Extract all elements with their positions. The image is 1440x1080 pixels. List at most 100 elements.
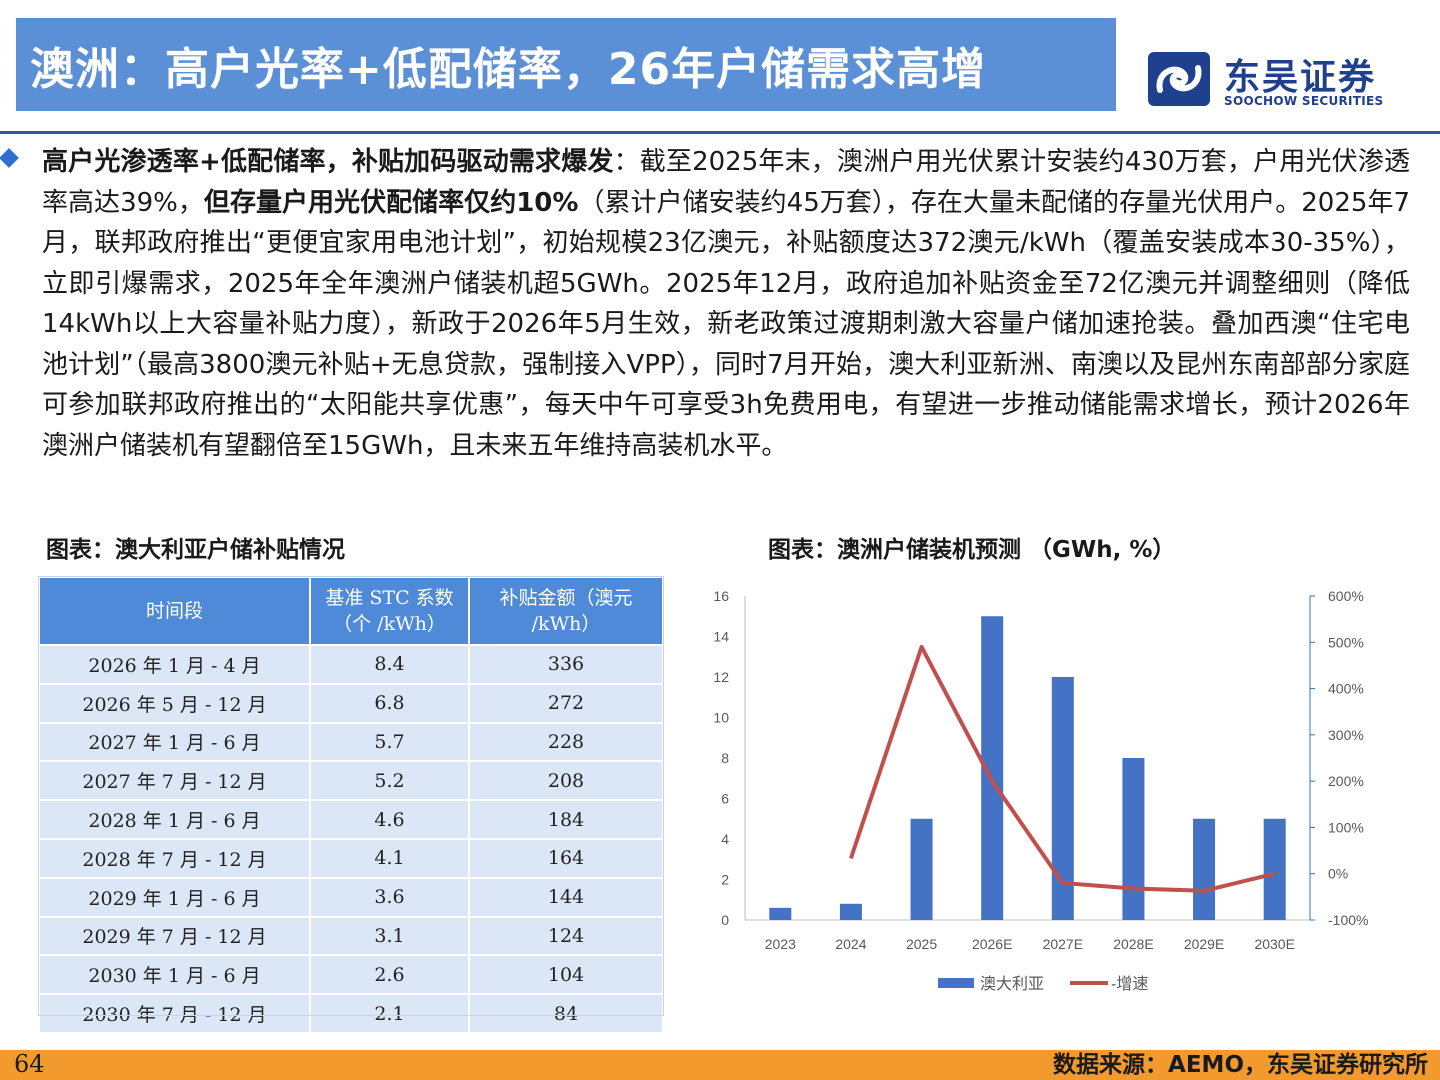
- cell-subsidy: 104: [468, 954, 664, 996]
- cell-stc-factor: 6.8: [309, 682, 470, 724]
- cell-period: 2029 年 1 月 - 6 月: [38, 876, 311, 918]
- cell-period: 2028 年 1 月 - 6 月: [38, 799, 311, 840]
- table-row: 2026 年 5 月 - 12 月 6.8 272: [38, 682, 664, 724]
- header-stc-factor: 基准 STC 系数（个 /kWh）: [309, 576, 470, 646]
- table-row: 2029 年 7 月 - 12 月 3.1 124: [38, 915, 664, 957]
- cell-period: 2027 年 1 月 - 6 月: [38, 721, 311, 763]
- table-row: 2026 年 1 月 - 4 月 8.4 336: [38, 644, 664, 685]
- x-tick-label: 2027E: [1043, 936, 1083, 952]
- left-tick-label: 14: [713, 629, 729, 645]
- subsidy-table: 时间段 基准 STC 系数（个 /kWh） 补贴金额（澳元 /kWh） 2026…: [38, 576, 664, 1034]
- left-tick-label: 2: [721, 872, 729, 888]
- right-tick-label: 300%: [1328, 727, 1364, 743]
- paragraph-part2: （累计户储安装约45万套），存在大量未配储的存量光伏用户。2025年7月，联邦政…: [42, 187, 1411, 461]
- bar-2023: [769, 907, 792, 920]
- soochow-logo-icon: [1148, 52, 1210, 106]
- cell-period: 2030 年 7 月 - 12 月: [38, 993, 311, 1034]
- growth-line: [849, 644, 1276, 893]
- left-tick-label: 16: [713, 588, 729, 604]
- cell-subsidy: 84: [468, 993, 664, 1034]
- bar-2030E: [1263, 818, 1286, 920]
- cell-stc-factor: 4.1: [309, 837, 470, 879]
- footer-bar: [0, 1050, 1440, 1080]
- bar-2024: [839, 903, 862, 920]
- chart-svg: 0 2 4 6 8 10 12 14 16 -100% 0% 100% 200% 300% 400% 500%…: [713, 588, 1368, 993]
- left-tick-label: 6: [721, 791, 729, 807]
- cell-stc-factor: 4.6: [309, 799, 470, 840]
- x-tick-label: 2025: [906, 936, 937, 952]
- x-tick-label: 2030E: [1254, 936, 1294, 952]
- cell-period: 2028 年 7 月 - 12 月: [38, 837, 311, 879]
- page-title: 澳洲：高户光率+低配储率，26年户储需求高增: [30, 43, 987, 95]
- cell-period: 2027 年 7 月 - 12 月: [38, 760, 311, 802]
- data-source: 数据来源：AEMO，东吴证券研究所: [1053, 1052, 1428, 1078]
- left-tick-label: 8: [721, 750, 729, 766]
- cell-period: 2026 年 5 月 - 12 月: [38, 682, 311, 724]
- table-caption: 图表：澳大利亚户储补贴情况: [46, 537, 345, 563]
- paragraph-emphasis: 但存量户用光伏配储率仅约10%: [203, 187, 579, 218]
- bar-2026E: [981, 616, 1004, 920]
- cell-subsidy: 184: [468, 799, 664, 840]
- cell-period: 2029 年 7 月 - 12 月: [38, 915, 311, 957]
- table-header-row: 时间段 基准 STC 系数（个 /kWh） 补贴金额（澳元 /kWh）: [38, 576, 664, 646]
- header-divider: [0, 131, 1440, 134]
- legend-bar-label: 澳大利亚: [980, 975, 1044, 993]
- cell-stc-factor: 5.7: [309, 721, 470, 763]
- right-tick-label: 600%: [1328, 588, 1364, 604]
- x-tick-label: 2029E: [1184, 936, 1224, 952]
- bar-2028E: [1122, 758, 1145, 920]
- company-logo: 东吴证券 SOOCHOW SECURITIES: [1146, 48, 1416, 114]
- cell-stc-factor: 2.1: [309, 993, 470, 1034]
- table-row: 2027 年 1 月 - 6 月 5.7 228: [38, 721, 664, 763]
- left-tick-label: 10: [713, 710, 729, 726]
- cell-stc-factor: 3.1: [309, 915, 470, 957]
- right-tick-label: -100%: [1328, 912, 1368, 928]
- paragraph-lead: 高户光渗透率+低配储率，补贴加码驱动需求爆发: [42, 147, 614, 177]
- cell-stc-factor: 8.4: [309, 644, 470, 685]
- logo-name-cn: 东吴证券: [1224, 57, 1377, 98]
- cell-subsidy: 228: [468, 721, 664, 763]
- x-tick-label: 2024: [835, 936, 866, 952]
- right-tick-label: 500%: [1328, 634, 1364, 650]
- right-tick-label: 400%: [1328, 681, 1364, 697]
- cell-subsidy: 164: [468, 837, 664, 879]
- cell-stc-factor: 3.6: [309, 876, 470, 918]
- logo-name-en: SOOCHOW SECURITIES: [1224, 94, 1384, 108]
- chart-caption: 图表：澳洲户储装机预测 （GWh, %）: [768, 537, 1176, 563]
- title-banner: 澳洲：高户光率+低配储率，26年户储需求高增: [16, 18, 1116, 111]
- bar-2027E: [1051, 677, 1074, 920]
- cell-stc-factor: 2.6: [309, 954, 470, 996]
- cell-stc-factor: 5.2: [309, 760, 470, 802]
- table-row: 2028 年 1 月 - 6 月 4.6 184: [38, 799, 664, 840]
- cell-period: 2026 年 1 月 - 4 月: [38, 644, 311, 685]
- page-number: 64: [14, 1050, 45, 1078]
- paragraph-part1: ：截至2025年末，澳洲户用光伏累计安装约430万套，户用光伏渗透率高达39%，: [42, 147, 1410, 218]
- left-tick-label: 0: [721, 912, 729, 928]
- installation-chart: 0 2 4 6 8 10 12 14 16 -100% 0% 100% 200% 300% 400% 500%…: [690, 570, 1440, 1010]
- cell-subsidy: 124: [468, 915, 664, 957]
- x-tick-label: 2026E: [972, 936, 1012, 952]
- bar-2025: [910, 818, 933, 920]
- left-tick-label: 4: [721, 831, 729, 847]
- table-row: 2030 年 7 月 - 12 月 2.1 84: [38, 993, 664, 1034]
- right-tick-label: 100%: [1328, 819, 1364, 835]
- diamond-bullet-icon: [0, 148, 19, 168]
- right-tick-label: 0%: [1328, 866, 1348, 882]
- right-tick-label: 200%: [1328, 773, 1364, 789]
- legend-bar-swatch: [938, 978, 974, 988]
- header-period: 时间段: [38, 576, 311, 646]
- header-subsidy-amount: 补贴金额（澳元 /kWh）: [468, 576, 664, 646]
- x-tick-label: 2028E: [1113, 936, 1153, 952]
- bar-2029E: [1193, 818, 1216, 920]
- table-row: 2029 年 1 月 - 6 月 3.6 144: [38, 876, 664, 918]
- cell-subsidy: 272: [468, 682, 664, 724]
- cell-subsidy: 208: [468, 760, 664, 802]
- table-row: 2030 年 1 月 - 6 月 2.6 104: [38, 954, 664, 996]
- left-tick-label: 12: [713, 669, 729, 685]
- cell-subsidy: 144: [468, 876, 664, 918]
- cell-period: 2030 年 1 月 - 6 月: [38, 954, 311, 996]
- body-paragraph: 高户光渗透率+低配储率，补贴加码驱动需求爆发：截至2025年末，澳洲户用光伏累计…: [42, 142, 1410, 466]
- legend-line-label: -增速: [1111, 975, 1148, 993]
- cell-subsidy: 336: [468, 644, 664, 685]
